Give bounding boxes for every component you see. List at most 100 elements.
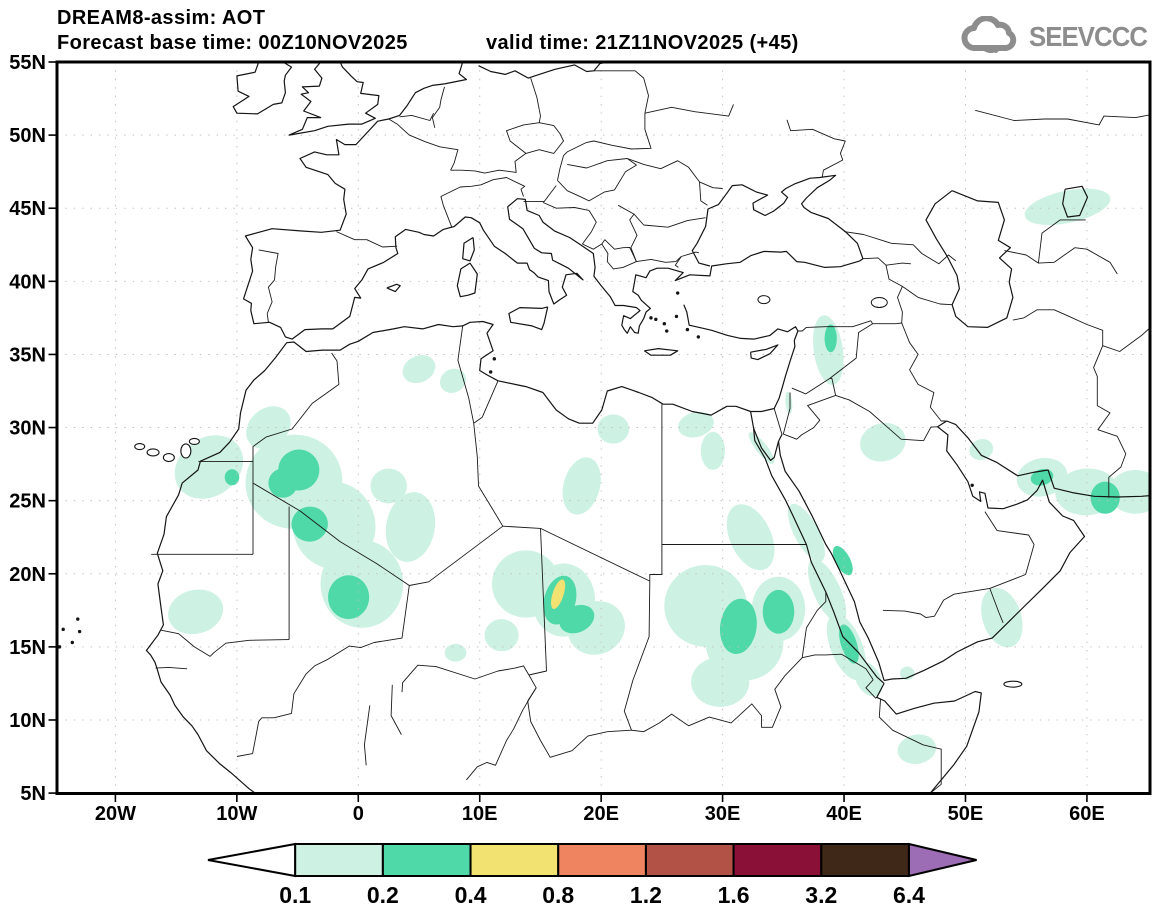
colorbar-label: 0.8 bbox=[542, 882, 574, 905]
border-path bbox=[542, 201, 590, 211]
aot-patch-syria-max bbox=[824, 324, 837, 353]
border-path bbox=[1012, 309, 1127, 498]
aot-patch-ethiopia-se bbox=[897, 734, 937, 764]
axis-labels: 55N 50N 45N 40N 35N 30N 25N 20N 15N 10N 5N 20W 10W 0 1… bbox=[9, 52, 1104, 825]
coastline-path bbox=[777, 441, 885, 681]
coastline-path bbox=[242, 62, 864, 340]
border-path bbox=[530, 77, 541, 123]
border-path bbox=[862, 257, 911, 266]
border-path bbox=[797, 320, 902, 332]
border-path bbox=[829, 323, 873, 379]
country-borders bbox=[151, 70, 1150, 794]
border-path bbox=[984, 511, 1035, 545]
border-path bbox=[1004, 247, 1118, 275]
border-path bbox=[252, 352, 340, 462]
aot-patch-se-iran-w bbox=[969, 439, 994, 460]
island-dot bbox=[492, 357, 497, 361]
aot-patch-sudan-s bbox=[691, 657, 750, 707]
border-path bbox=[773, 408, 783, 436]
border-path bbox=[882, 587, 990, 619]
border-path bbox=[783, 394, 836, 440]
border-path bbox=[802, 653, 874, 681]
island-dot bbox=[696, 335, 701, 339]
lat-tick-label: 25N bbox=[9, 491, 46, 513]
border-path bbox=[617, 204, 638, 262]
border-path bbox=[902, 286, 953, 306]
aot-patch-oman-empty-quarter bbox=[981, 587, 1023, 648]
aot-patch-bodele-max bbox=[551, 579, 566, 609]
lon-tick-label: 20E bbox=[583, 803, 619, 825]
island-dot bbox=[649, 316, 653, 320]
island-dot bbox=[76, 617, 80, 621]
island-outline bbox=[188, 437, 200, 445]
colorbar-label: 0.4 bbox=[455, 882, 487, 905]
island-outline bbox=[134, 443, 146, 451]
border-path bbox=[567, 158, 628, 169]
border-path bbox=[791, 378, 830, 395]
coastline-path bbox=[925, 190, 1014, 328]
border-path bbox=[466, 674, 537, 781]
border-path bbox=[801, 592, 827, 658]
aot-patch-n-algeria-2 bbox=[440, 368, 466, 393]
border-path bbox=[252, 482, 410, 586]
coastline-path bbox=[462, 236, 475, 262]
coastline-path bbox=[288, 62, 380, 136]
page-title: DREAM8-assim: AOT bbox=[57, 7, 266, 29]
border-path bbox=[258, 249, 279, 323]
island-dot bbox=[70, 640, 75, 645]
island-dot bbox=[970, 483, 974, 488]
lake-outline bbox=[870, 297, 888, 309]
valid-time: valid time: 21Z11NOV2025 (+45) bbox=[486, 32, 799, 54]
coastline-path bbox=[1062, 185, 1089, 218]
colorbar-cell bbox=[557, 843, 647, 877]
colorbar-label: 3.2 bbox=[805, 882, 837, 905]
lon-tick-label: 10W bbox=[216, 803, 257, 825]
coastline-path bbox=[478, 62, 608, 79]
aot-patch-chad-max-e bbox=[559, 604, 595, 634]
island-outline bbox=[1003, 680, 1023, 688]
border-path bbox=[631, 113, 652, 150]
aot-patch-sw-egypt bbox=[562, 457, 601, 515]
seevccc-logo: SEEVCCC bbox=[959, 16, 1157, 58]
border-path bbox=[878, 699, 942, 794]
island-outline bbox=[180, 443, 192, 459]
border-path bbox=[636, 256, 682, 263]
border-path bbox=[844, 231, 957, 265]
border-path bbox=[699, 181, 723, 189]
border-path bbox=[631, 657, 803, 733]
aot-patch-se-egypt bbox=[726, 504, 775, 571]
lat-tick-label: 55N bbox=[9, 52, 46, 74]
lat-tick-label: 5N bbox=[20, 783, 46, 805]
aot-patches bbox=[168, 188, 1150, 764]
colorbar-label: 6.4 bbox=[893, 882, 925, 905]
aot-patch-red-sea-n bbox=[787, 503, 825, 562]
lon-tick-label: 10E bbox=[462, 803, 498, 825]
border-path bbox=[623, 581, 651, 731]
logo-text: SEEVCCC bbox=[1028, 21, 1148, 52]
border-path bbox=[582, 210, 597, 245]
border-path bbox=[363, 705, 371, 766]
lon-tick-label: 50E bbox=[948, 803, 984, 825]
border-path bbox=[450, 153, 527, 174]
border-path bbox=[409, 525, 504, 586]
coastline-path bbox=[643, 348, 679, 356]
colorbar-cell bbox=[820, 843, 910, 877]
lon-tick-label: 0 bbox=[353, 803, 364, 825]
island-outline bbox=[162, 452, 175, 463]
border-path bbox=[388, 118, 459, 171]
aot-patch-bab-el-mandeb bbox=[854, 661, 883, 697]
lat-tick-label: 40N bbox=[9, 271, 46, 293]
border-path bbox=[236, 585, 410, 757]
border-path bbox=[1037, 219, 1086, 264]
border-path bbox=[557, 158, 637, 202]
aot-patch-mali-max bbox=[328, 575, 370, 620]
border-path bbox=[989, 588, 1004, 623]
coastline-path bbox=[691, 174, 864, 267]
border-path bbox=[473, 423, 504, 527]
coastline-path bbox=[946, 420, 1150, 498]
border-path bbox=[473, 380, 499, 424]
island-dot bbox=[685, 327, 690, 332]
border-path bbox=[457, 325, 475, 424]
border-path bbox=[1102, 327, 1150, 352]
